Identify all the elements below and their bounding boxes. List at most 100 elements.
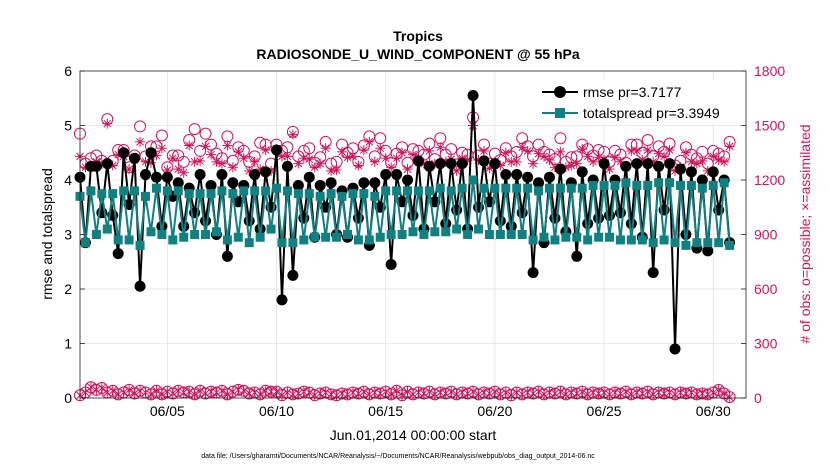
- possible-obs-point: [155, 129, 168, 142]
- footnote: data file: /Users/gharamti/Documents/NCA…: [201, 453, 595, 460]
- rmse-point: [522, 171, 534, 183]
- totalspread-point: [681, 240, 691, 250]
- totalspread-point: [632, 180, 642, 190]
- x-tick-label: 06/30: [696, 403, 731, 419]
- y-right-tick-label: 1500: [754, 118, 785, 134]
- rmse-point: [631, 158, 643, 170]
- assimilated-obs-point: [369, 156, 380, 167]
- assimilated-obs-point: [315, 158, 326, 169]
- y-right-tick-label: 0: [754, 390, 762, 406]
- x-axis-label: Jun.01,2014 00:00:00 start: [330, 427, 497, 443]
- rmse-point: [696, 174, 708, 186]
- assimilated-obs-point: [358, 145, 369, 156]
- rmse-point: [205, 179, 217, 191]
- rmse-point: [303, 171, 315, 183]
- totalspread-point: [495, 230, 505, 239]
- y-right-tick-label: 1200: [754, 172, 785, 188]
- rmse-point: [642, 158, 654, 170]
- assimilated-obs-point: [539, 151, 550, 162]
- totalspread-point: [190, 230, 200, 239]
- y-right-tick-label: 1800: [754, 63, 785, 79]
- totalspread-point: [528, 235, 538, 245]
- legend-spread-label: totalspread pr=3.3949: [583, 105, 720, 121]
- totalspread-point: [665, 178, 675, 188]
- totalspread-point: [435, 183, 445, 193]
- x-tick-label: 06/25: [587, 403, 622, 419]
- totalspread-point: [288, 238, 298, 248]
- legend-spread-marker: [555, 108, 565, 118]
- rmse-point: [707, 166, 719, 178]
- rmse-point: [249, 169, 261, 181]
- assimilated-obs-point: [233, 146, 244, 157]
- assimilated-obs-point: [686, 156, 697, 167]
- totalspread-point: [370, 191, 380, 201]
- totalspread-point: [168, 235, 178, 245]
- rmse-point: [380, 169, 392, 181]
- rmse-point: [440, 218, 452, 230]
- assimilated-obs-point: [659, 151, 670, 162]
- rmse-point: [145, 147, 157, 159]
- rmse-point: [281, 160, 293, 172]
- x-tick-label: 06/20: [477, 403, 512, 419]
- totalspread-point: [555, 183, 565, 193]
- legend-box: [536, 80, 742, 124]
- totalspread-point: [282, 186, 292, 196]
- totalspread-point: [381, 186, 391, 196]
- assimilated-obs-point: [260, 145, 271, 156]
- rmse-point: [434, 158, 446, 170]
- totalspread-point: [572, 232, 582, 242]
- assimilated-obs-point: [189, 156, 200, 167]
- totalspread-point: [583, 235, 593, 245]
- totalspread-point: [501, 183, 511, 193]
- totalspread-point: [534, 186, 544, 196]
- totalspread-point: [566, 183, 576, 193]
- totalspread-point: [719, 178, 729, 188]
- totalspread-point: [244, 238, 254, 248]
- totalspread-point: [708, 180, 718, 190]
- rmse-point: [243, 215, 255, 227]
- x-tick-label: 06/10: [259, 403, 294, 419]
- assimilated-obs-point: [200, 141, 211, 152]
- assimilated-obs-point: [135, 136, 146, 147]
- assimilated-obs-point: [653, 148, 664, 159]
- totalspread-point: [599, 180, 609, 190]
- assimilated-obs-point: [528, 158, 539, 169]
- totalspread-point: [108, 189, 118, 199]
- rmse-point: [604, 209, 616, 221]
- totalspread-point: [146, 227, 156, 237]
- totalspread-point: [692, 238, 702, 248]
- totalspread-point: [162, 186, 172, 196]
- totalspread-point: [195, 189, 205, 199]
- legend: rmse pr=3.7177 totalspread pr=3.3949: [536, 80, 742, 124]
- totalspread-point: [697, 183, 707, 193]
- totalspread-point: [605, 232, 615, 242]
- assimilated-obs-point: [451, 165, 462, 176]
- totalspread-point: [703, 238, 713, 248]
- assimilated-obs-point: [386, 162, 397, 173]
- assimilated-obs-point: [697, 155, 708, 166]
- assimilated-obs-point: [724, 141, 735, 152]
- y-right-tick-label: 300: [754, 336, 778, 352]
- y-tick-label: 4: [64, 172, 72, 188]
- legend-rmse-label: rmse pr=3.7177: [583, 84, 682, 100]
- totalspread-point: [468, 175, 478, 185]
- assimilated-obs-point: [719, 156, 730, 167]
- axis-bottom: 06/05 06/10 06/15 06/20 06/25 06/30: [150, 393, 731, 419]
- assimilated-obs-point: [320, 143, 331, 154]
- assimilated-obs-point: [577, 144, 588, 155]
- totalspread-point: [544, 183, 554, 193]
- y-right-tick-label: 600: [754, 281, 778, 297]
- totalspread-point: [512, 183, 522, 193]
- rmse-point: [287, 269, 299, 281]
- totalspread-point: [725, 240, 735, 250]
- rmse-point: [620, 160, 632, 172]
- totalspread-point: [250, 186, 260, 196]
- assimilated-obs-point: [102, 118, 113, 129]
- totalspread-point: [272, 183, 282, 193]
- totalspread-point: [293, 189, 303, 199]
- totalspread-point: [675, 180, 685, 190]
- assimilated-obs-point: [304, 154, 315, 165]
- rmse-point: [582, 218, 594, 230]
- assimilated-obs-point: [238, 153, 249, 164]
